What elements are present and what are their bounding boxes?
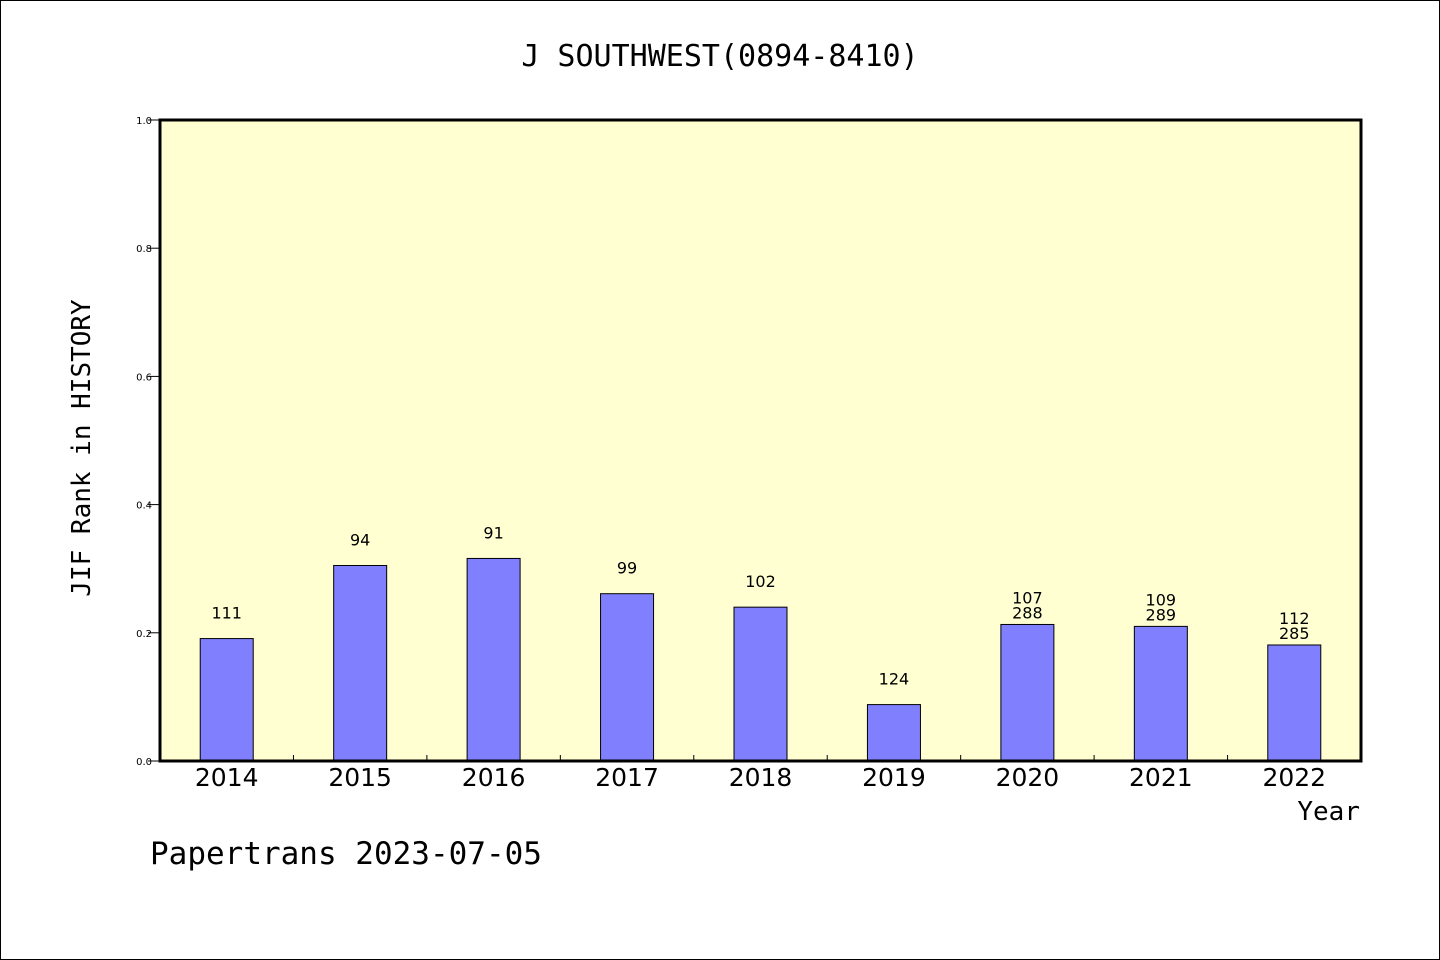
data-label-2017-1: 99 — [617, 559, 637, 578]
bar-2017 — [600, 593, 655, 762]
bar-2016 — [466, 557, 521, 762]
data-label-2022-2: 285 — [1279, 624, 1310, 643]
data-label-2016-1: 91 — [483, 523, 503, 542]
x-tick-label-2016: 2016 — [462, 763, 526, 792]
data-label-2019-1: 124 — [879, 670, 910, 689]
x-tick-label-2020: 2020 — [996, 763, 1060, 792]
y-tick-label-1.0: 1.0 — [136, 116, 152, 127]
bar-2020 — [1000, 623, 1055, 762]
y-tick-label-0.6: 0.6 — [136, 372, 152, 383]
y-axis-label: JIF Rank in HISTORY — [67, 299, 97, 597]
x-axis: 2014 2015 2016 2017 2018 2019 2020 2021 2022 — [195, 755, 1326, 792]
data-label-2015-1: 94 — [350, 530, 370, 549]
data-label-2018-1: 102 — [745, 572, 776, 591]
bar-2021 — [1133, 625, 1188, 762]
y-tick-label-0.8: 0.8 — [136, 244, 152, 255]
plot-border — [158, 118, 1363, 763]
bar-2022 — [1267, 644, 1322, 762]
bar-2015 — [333, 564, 388, 762]
data-label-2022-1: 112 — [1279, 609, 1310, 628]
data-label-2020-2: 288 — [1012, 603, 1043, 622]
x-tick-label-2022: 2022 — [1262, 763, 1326, 792]
chart-title: J SOUTHWEST(0894-8410) — [521, 39, 918, 74]
bars-group — [199, 557, 1322, 762]
x-tick-label-2014: 2014 — [195, 763, 259, 792]
data-label-2014-1: 111 — [211, 604, 242, 623]
x-tick-label-2021: 2021 — [1129, 763, 1193, 792]
y-axis: 0.0 0.2 0.4 0.6 0.8 1.0 — [136, 116, 160, 768]
data-label-2021-1: 109 — [1146, 590, 1177, 609]
x-tick-label-2019: 2019 — [862, 763, 926, 792]
bar-2018 — [733, 606, 788, 762]
y-tick-label-0.4: 0.4 — [136, 501, 152, 512]
bar-2014 — [199, 638, 254, 762]
x-tick-label-2017: 2017 — [595, 763, 659, 792]
y-tick-label-0.2: 0.2 — [136, 629, 152, 640]
data-label-2021-2: 289 — [1146, 605, 1177, 624]
x-tick-label-2018: 2018 — [729, 763, 793, 792]
bar-2019 — [866, 704, 921, 762]
x-axis-label: Year — [1297, 797, 1360, 827]
y-tick-label-0.0: 0.0 — [136, 757, 152, 768]
footer-credit: Papertrans 2023-07-05 — [150, 836, 542, 872]
x-tick-label-2015: 2015 — [328, 763, 392, 792]
data-label-2020-1: 107 — [1012, 588, 1043, 607]
